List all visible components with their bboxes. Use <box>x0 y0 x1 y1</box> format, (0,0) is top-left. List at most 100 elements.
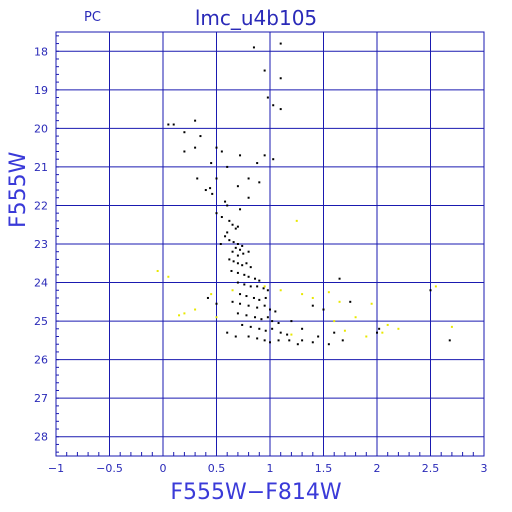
data-point-black <box>376 331 378 334</box>
data-point-black <box>236 254 239 257</box>
data-point-black <box>239 154 242 157</box>
x-tick-label: 1.5 <box>315 462 333 475</box>
data-point-black <box>269 308 271 311</box>
data-point-black <box>311 341 314 344</box>
data-point-black <box>236 262 239 265</box>
data-point-black <box>277 339 280 342</box>
data-point-black <box>254 316 257 319</box>
data-point-black <box>220 216 223 219</box>
data-point-yellow <box>343 329 346 332</box>
y-tick-label: 22 <box>34 199 48 212</box>
y-tick-label: 27 <box>34 392 48 405</box>
data-point-black <box>236 281 239 284</box>
data-point-black <box>239 293 242 296</box>
data-point-yellow <box>370 302 373 305</box>
data-point-black <box>263 339 266 342</box>
data-point-black <box>271 320 274 323</box>
y-tick-label: 28 <box>34 431 48 444</box>
data-point-black <box>301 327 304 330</box>
data-point-black <box>247 250 250 253</box>
data-point-black <box>263 304 266 307</box>
data-point-black <box>241 323 244 326</box>
data-point-black <box>266 96 269 99</box>
x-tick-label: −0.5 <box>96 462 123 475</box>
data-point-black <box>258 298 261 301</box>
data-point-black <box>290 320 293 323</box>
data-point-black <box>263 69 266 72</box>
data-point-black <box>263 154 266 157</box>
data-point-black <box>279 108 282 111</box>
data-point-black <box>249 325 252 328</box>
data-point-black <box>271 327 274 330</box>
data-point-black <box>234 227 237 230</box>
data-point-black <box>272 104 275 107</box>
data-point-black <box>279 331 282 334</box>
data-point-black <box>266 316 269 319</box>
data-point-yellow <box>210 293 213 296</box>
data-point-black <box>226 331 229 334</box>
data-point-black <box>256 306 259 309</box>
data-point-black <box>199 135 202 138</box>
data-point-yellow <box>231 289 234 292</box>
data-point-black <box>245 295 248 298</box>
data-point-black <box>230 269 233 272</box>
data-point-black <box>254 277 257 280</box>
data-point-black <box>236 243 239 245</box>
data-point-black <box>429 289 432 292</box>
data-point-black <box>269 341 271 344</box>
data-point-black <box>258 181 261 184</box>
data-point-black <box>215 212 218 215</box>
data-point-black <box>242 252 245 255</box>
data-point-black <box>234 335 237 338</box>
data-point-black <box>249 285 252 288</box>
data-point-black <box>204 189 207 192</box>
data-point-black <box>215 302 218 305</box>
data-point-black <box>322 308 325 311</box>
y-tick-label: 26 <box>34 354 48 367</box>
data-point-black <box>286 333 289 336</box>
data-point-black <box>215 177 218 180</box>
data-point-black <box>226 204 229 207</box>
data-point-black <box>279 42 282 45</box>
data-point-black <box>247 335 250 338</box>
data-point-black <box>239 302 242 305</box>
data-point-black <box>264 329 267 332</box>
data-point-black <box>333 331 336 334</box>
data-point-black <box>232 260 235 263</box>
data-point-black <box>183 150 186 153</box>
data-point-black <box>272 158 275 161</box>
data-point-black <box>224 200 227 203</box>
data-point-yellow <box>434 285 437 288</box>
data-point-black <box>236 225 239 228</box>
data-point-black <box>249 266 252 269</box>
data-point-black <box>258 279 261 282</box>
data-point-black <box>256 337 259 340</box>
data-point-black <box>231 300 234 303</box>
x-tick-label: 1 <box>267 462 274 475</box>
data-point-black <box>219 243 222 245</box>
x-tick-label: 0 <box>160 462 167 475</box>
data-point-black <box>236 312 239 315</box>
data-point-black <box>245 262 248 265</box>
data-point-black <box>243 283 246 286</box>
data-point-black <box>341 339 344 342</box>
y-tick-label: 24 <box>34 277 48 290</box>
chart-subtitle: PC <box>84 10 101 25</box>
data-point-black <box>296 343 299 346</box>
data-point-black <box>301 339 304 342</box>
y-tick-label: 21 <box>34 161 48 174</box>
x-tick-label: −1 <box>48 462 64 475</box>
data-point-yellow <box>279 289 282 292</box>
data-point-yellow <box>301 293 304 296</box>
data-point-black <box>288 339 291 342</box>
data-point-black <box>194 146 197 149</box>
data-point-black <box>262 287 265 290</box>
data-point-black <box>252 46 255 49</box>
data-point-black <box>243 273 246 276</box>
data-point-black <box>258 327 261 330</box>
data-point-black <box>241 244 244 247</box>
data-point-black <box>317 335 320 338</box>
data-point-black <box>206 296 209 299</box>
